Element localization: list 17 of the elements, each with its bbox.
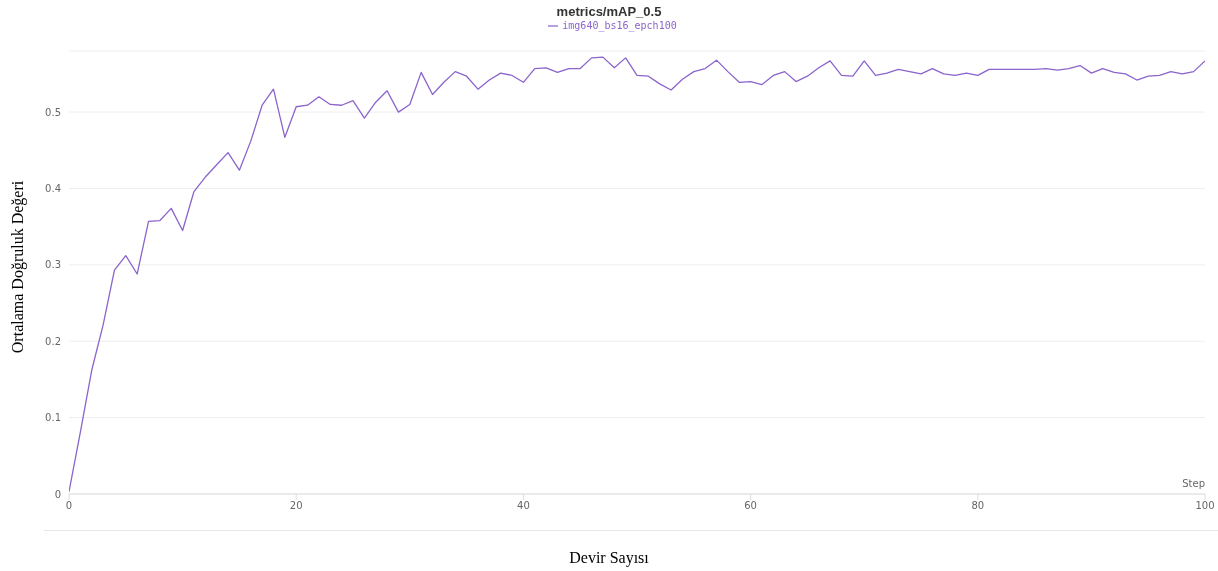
- x-tick-label: 100: [1195, 500, 1215, 512]
- x-tick-label: 80: [971, 500, 985, 512]
- x-tick-label: 60: [744, 500, 757, 512]
- chart-title: metrics/mAP_0.5: [555, 4, 663, 19]
- y-tick-label: 0.4: [45, 183, 61, 195]
- x-tick-label: 40: [517, 500, 530, 512]
- x-axis-title: Devir Sayısı: [568, 549, 650, 567]
- y-axis-title: Ortalama Doğruluk Değeri: [9, 180, 27, 354]
- x-tick-label: 0: [65, 500, 73, 512]
- y-tick-label: 0: [54, 488, 61, 500]
- y-tick-label: 0.3: [45, 259, 61, 271]
- y-tick-label: 0.2: [45, 335, 61, 347]
- y-tick-label: 0.1: [45, 412, 61, 424]
- annotation: Step: [1182, 478, 1205, 489]
- y-tick-label: 0.5: [45, 106, 61, 118]
- legend-label: img640_bs16_epch100: [562, 20, 677, 31]
- x-tick-label: 20: [289, 500, 303, 512]
